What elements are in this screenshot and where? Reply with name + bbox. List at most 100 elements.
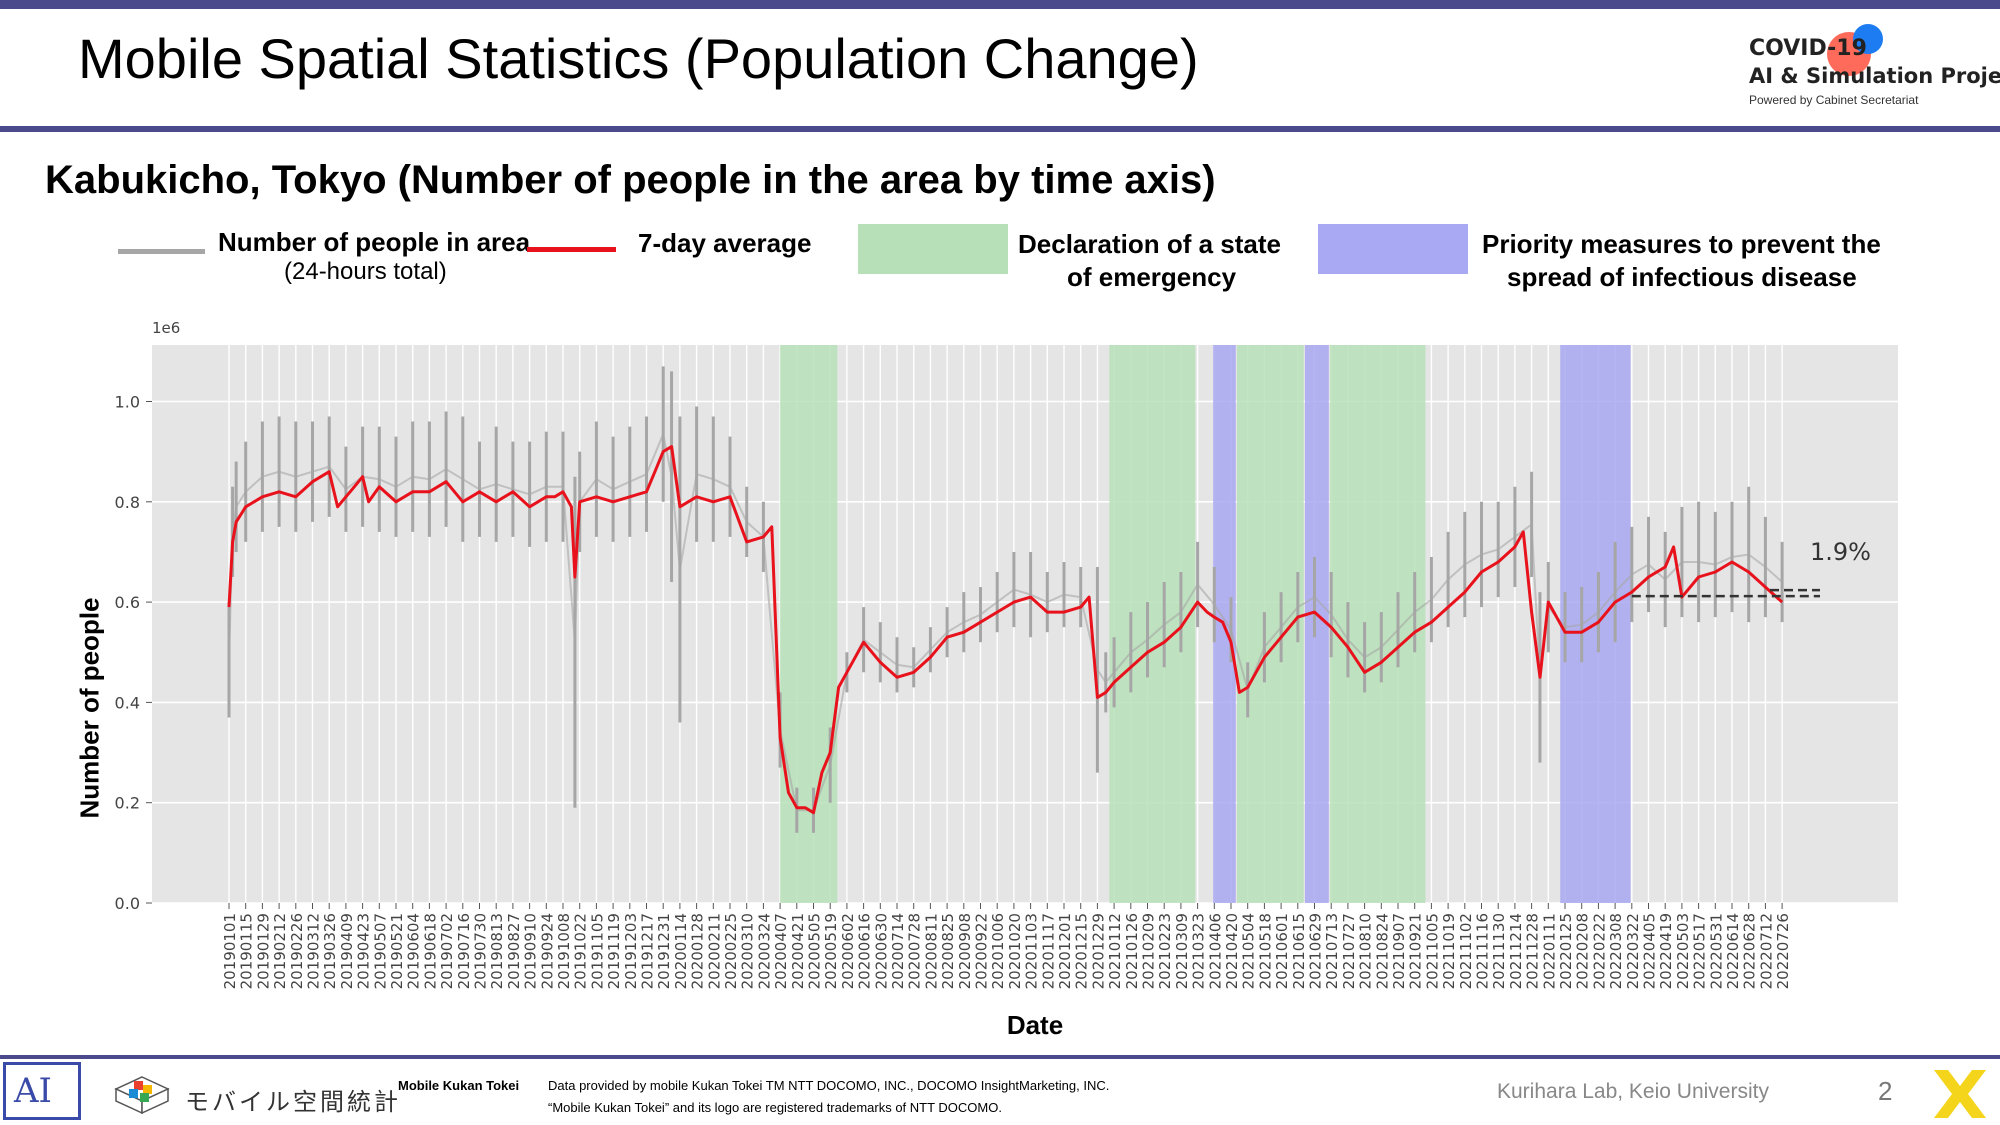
x-tick-label: 20190730 <box>472 913 490 989</box>
x-tick-label: 20220111 <box>1540 913 1558 989</box>
logo-line-1: COVID-19 <box>1749 36 1867 61</box>
y-tick-label: 0.4 <box>115 693 140 712</box>
x-tick-label: 20190423 <box>355 913 373 989</box>
x-tick-label: 20210824 <box>1373 913 1391 989</box>
x-tick-label: 20200114 <box>672 913 690 989</box>
top-accent-bar <box>0 0 2000 9</box>
x-tick-label: 20190312 <box>305 913 323 989</box>
x-tick-label: 20190910 <box>522 913 540 989</box>
x-tick-label: 20201020 <box>1006 913 1024 989</box>
x-tick-label: 20210420 <box>1223 913 1241 989</box>
x-tick-label: 20220712 <box>1757 913 1775 989</box>
x-tick-label: 20220208 <box>1574 913 1592 989</box>
logo-line-2: AI & Simulation Project <box>1749 64 2000 88</box>
x-tick-label: 20191217 <box>639 913 657 989</box>
legend-average-label: 7-day average <box>638 228 812 258</box>
x-tick-label: 20220405 <box>1641 913 1659 989</box>
emergency-period-band <box>1330 345 1426 903</box>
y-tick-label: 0.2 <box>115 794 140 813</box>
x-tick-label: 20200728 <box>906 913 924 989</box>
page-title: Mobile Spatial Statistics (Population Ch… <box>78 27 1199 90</box>
x-tick-label: 20201229 <box>1089 913 1107 989</box>
x-tick-label: 20191022 <box>572 913 590 989</box>
x-tick-label: 20200908 <box>956 913 974 989</box>
x-tick-label: 20220125 <box>1557 913 1575 989</box>
x-tick-label: 20200128 <box>689 913 707 989</box>
x-tick-label: 20220614 <box>1724 913 1742 989</box>
x-tick-label: 20210223 <box>1156 913 1174 989</box>
legend-priority-label-2: spread of infectious disease <box>1507 262 1857 292</box>
x-tick-label: 20191231 <box>655 913 673 989</box>
x-tick-label: 20210323 <box>1190 913 1208 989</box>
x-tick-label: 20190101 <box>221 913 239 989</box>
x-tick-label: 20220628 <box>1741 913 1759 989</box>
x-tick-label: 20190212 <box>271 913 289 989</box>
x-tick-label: 20200602 <box>839 913 857 989</box>
mobile-kukan-jp-text: モバイル空間統計 <box>185 1089 401 1116</box>
x-tick-label: 20190409 <box>338 913 356 989</box>
x-tick-label: 20200811 <box>922 913 940 989</box>
x-tick-label: 20201006 <box>989 913 1007 989</box>
x-tick-label: 20190115 <box>238 913 256 989</box>
footer-lab: Kurihara Lab, Keio University <box>1497 1080 1769 1103</box>
x-tick-label: 20210921 <box>1407 913 1425 989</box>
x-tick-label: 20190129 <box>254 913 272 989</box>
x-tick-label: 20211116 <box>1474 913 1492 989</box>
x-tick-label: 20220531 <box>1707 913 1725 989</box>
footer-note-2: “Mobile Kukan Tokei” and its logo are re… <box>548 1100 1002 1115</box>
x-tick-label: 20191008 <box>555 913 573 989</box>
legend-priority-swatch <box>1318 224 1468 274</box>
x-tick-label: 20200630 <box>872 913 890 989</box>
x-tick-label: 20190702 <box>438 913 456 989</box>
footer-divider <box>0 1055 2000 1059</box>
population-chart: 1.9% 0.0 0.2 0.4 0.6 0.8 1.0 1e6 201901012019011… <box>115 319 1898 989</box>
legend-priority-label-1: Priority measures to prevent the <box>1482 229 1881 259</box>
x-tick-label: 20190326 <box>321 913 339 989</box>
x-tick-label: 20210615 <box>1290 913 1308 989</box>
x-tick-label: 20200505 <box>806 913 824 989</box>
x-tick-label: 20210209 <box>1140 913 1158 989</box>
x-tick-label: 20190618 <box>421 913 439 989</box>
x-tick-label: 20201103 <box>1023 913 1041 989</box>
x-tick-label: 20200519 <box>822 913 840 989</box>
ai-logo-text: AI <box>14 1071 52 1111</box>
y-tick-label: 0.8 <box>115 493 140 512</box>
header-divider <box>0 126 2000 132</box>
emergency-period-band <box>780 345 838 903</box>
legend-daily-sub: (24-hours total) <box>284 258 447 285</box>
x-tick-label: 20220517 <box>1691 913 1709 989</box>
y-tick-label: 0.0 <box>115 894 140 913</box>
x-tick-label: 20191105 <box>588 913 606 989</box>
chart-subtitle: Kabukicho, Tokyo (Number of people in th… <box>45 158 1216 202</box>
x-tick-label: 20200407 <box>772 913 790 989</box>
x-tick-label: 20220222 <box>1590 913 1608 989</box>
x-tick-label: 20191203 <box>622 913 640 989</box>
logo-line-3: Powered by Cabinet Secretariat <box>1749 93 1919 107</box>
x-tick-label: 20190226 <box>288 913 306 989</box>
priority-period-band <box>1304 345 1329 903</box>
x-tick-label: 20200922 <box>973 913 991 989</box>
x-tick-label: 20190604 <box>405 913 423 989</box>
x-tick-label: 20211130 <box>1490 913 1508 989</box>
page-number: 2 <box>1878 1076 1893 1106</box>
x-tick-label: 20210126 <box>1123 913 1141 989</box>
x-tick-label: 20210907 <box>1390 913 1408 989</box>
x-tick-label: 20190924 <box>538 913 556 989</box>
legend-daily-label: Number of people in area <box>218 227 531 257</box>
x-tick-label: 20220503 <box>1674 913 1692 989</box>
y-tick-label: 0.6 <box>115 593 140 612</box>
x-tick-label: 20220419 <box>1657 913 1675 989</box>
x-tick-label: 20211214 <box>1507 913 1525 989</box>
x-tick-label: 20200310 <box>739 913 757 989</box>
x-tick-label: 20211005 <box>1423 913 1441 989</box>
x-tick-label: 20210810 <box>1357 913 1375 989</box>
x-tick-label: 20220726 <box>1774 913 1792 989</box>
x-tick-label: 20190507 <box>371 913 389 989</box>
x-tick-label: 20210406 <box>1206 913 1224 989</box>
x-tick-label: 20210518 <box>1256 913 1274 989</box>
x-tick-label: 20191119 <box>605 913 623 989</box>
x-tick-label: 20200825 <box>939 913 957 989</box>
legend-emergency-label-1: Declaration of a state <box>1018 229 1281 259</box>
legend-emergency-label-2: of emergency <box>1067 262 1237 292</box>
x-tick-label: 20211102 <box>1457 913 1475 989</box>
